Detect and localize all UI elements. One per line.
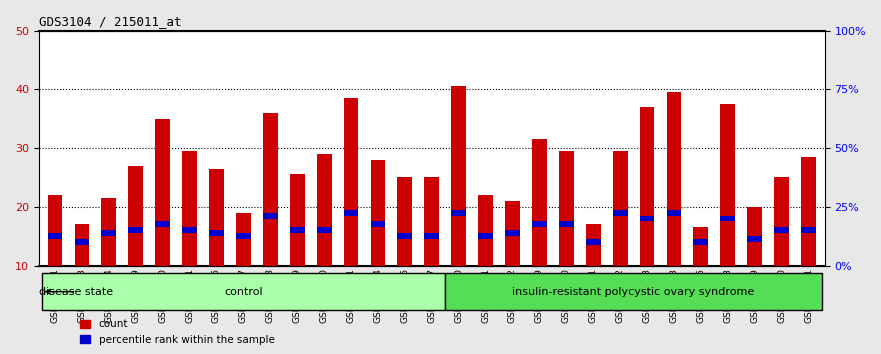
Bar (209, 230, 224, 236)
Bar (774, 227, 789, 233)
Bar (505, 230, 520, 236)
Bar (747, 236, 762, 242)
Bar (182, 151, 197, 324)
Bar (667, 92, 681, 324)
Bar (667, 210, 681, 216)
Bar (425, 177, 439, 324)
Bar (693, 239, 708, 245)
Bar (801, 157, 816, 324)
Bar (721, 216, 735, 222)
Text: GDS3104 / 215011_at: GDS3104 / 215011_at (39, 15, 181, 28)
Bar (425, 233, 439, 239)
Bar (316, 154, 331, 324)
Bar (290, 175, 305, 324)
Bar (48, 195, 63, 324)
Bar (397, 177, 412, 324)
Bar (371, 160, 385, 324)
Bar (290, 227, 305, 233)
Bar (612, 210, 627, 216)
Bar (263, 213, 278, 218)
Bar (532, 139, 547, 324)
Bar (75, 239, 89, 245)
Bar (640, 107, 655, 324)
Bar (451, 86, 466, 324)
Bar (505, 201, 520, 324)
Bar (155, 119, 170, 324)
Bar (693, 227, 708, 324)
Text: disease state: disease state (40, 287, 114, 297)
Text: control: control (224, 287, 263, 297)
Bar (182, 227, 197, 233)
Bar (48, 233, 63, 239)
Bar (129, 166, 143, 324)
Bar (371, 222, 385, 227)
Bar (236, 213, 251, 324)
Bar (478, 195, 493, 324)
Bar (721, 104, 735, 324)
Bar (101, 230, 116, 236)
Bar (478, 233, 493, 239)
Bar (801, 227, 816, 233)
Bar (559, 222, 574, 227)
Bar (397, 233, 412, 239)
Bar (263, 113, 278, 324)
FancyBboxPatch shape (445, 273, 822, 310)
Bar (774, 177, 789, 324)
Bar (101, 198, 116, 324)
Legend: count, percentile rank within the sample: count, percentile rank within the sample (76, 315, 278, 349)
Bar (586, 224, 601, 324)
Bar (236, 233, 251, 239)
Bar (640, 216, 655, 222)
Bar (532, 222, 547, 227)
Bar (344, 210, 359, 216)
Bar (747, 207, 762, 324)
Text: insulin-resistant polycystic ovary syndrome: insulin-resistant polycystic ovary syndr… (513, 287, 755, 297)
Bar (316, 227, 331, 233)
Bar (209, 169, 224, 324)
Bar (559, 151, 574, 324)
Bar (586, 239, 601, 245)
FancyBboxPatch shape (41, 273, 445, 310)
Bar (344, 98, 359, 324)
Bar (612, 151, 627, 324)
Bar (155, 222, 170, 227)
Bar (451, 210, 466, 216)
Bar (75, 224, 89, 324)
Bar (129, 227, 143, 233)
